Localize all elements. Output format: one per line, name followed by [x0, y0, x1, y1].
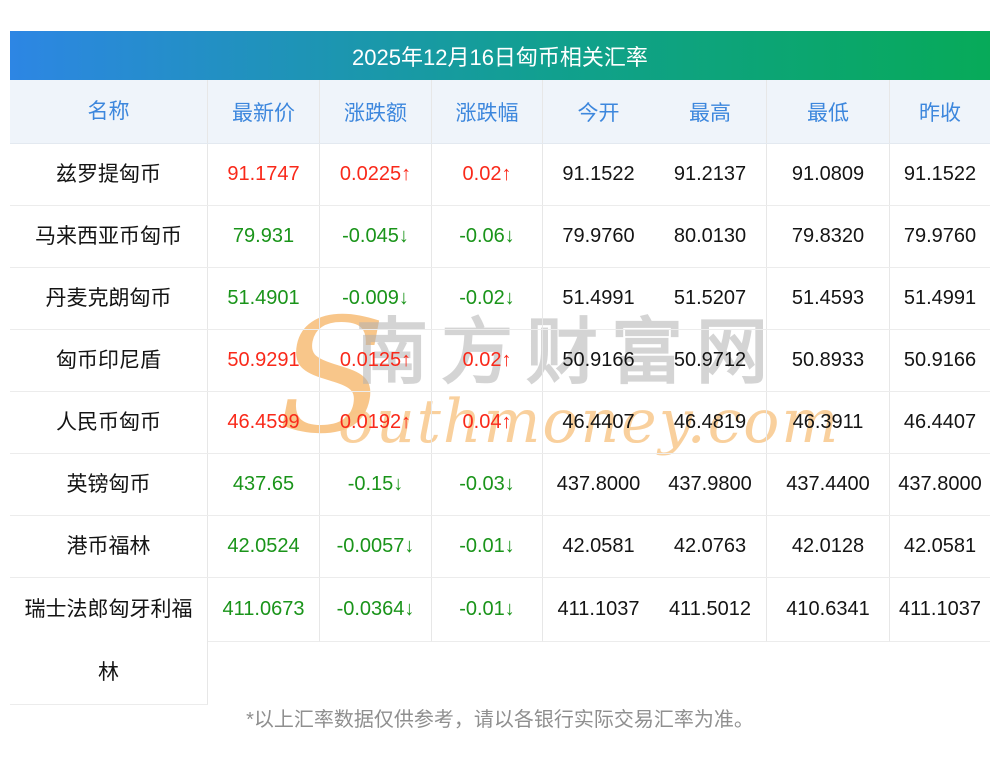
high-cell: 80.0130	[673, 225, 747, 247]
currency-name-cell: 马来西亚币匈币	[10, 206, 208, 267]
currency-name-cell: 英镑匈币	[10, 454, 208, 515]
low-cell: 50.8933	[766, 330, 889, 391]
last-price-cell: 437.65	[232, 473, 295, 495]
low-cell: 79.8320	[766, 206, 889, 267]
open-cell: 91.1522	[542, 144, 654, 205]
currency-name-cell: 兹罗提匈币	[10, 144, 208, 205]
high-cell: 42.0763	[673, 535, 747, 557]
change-amount-cell: 0.0225↑	[319, 144, 431, 205]
high-cell: 50.9712	[673, 349, 747, 371]
column-header-prev-close: 昨收	[889, 80, 990, 143]
open-cell: 51.4991	[542, 268, 654, 329]
open-cell: 46.4407	[542, 392, 654, 453]
last-price-cell: 42.0524	[227, 535, 300, 557]
change-amount-cell: -0.009↓	[319, 268, 431, 329]
prev-close-cell: 42.0581	[889, 516, 990, 577]
open-cell: 411.1037	[542, 578, 654, 642]
column-header-last-price: 最新价	[232, 101, 295, 125]
high-cell: 51.5207	[673, 287, 747, 309]
table-row: 匈币印尼盾 50.9291 0.0125↑ 0.02↑ 50.9166 50.9…	[10, 330, 990, 392]
change-percent-cell: 0.02↑	[431, 144, 542, 205]
table-row: 马来西亚币匈币 79.931 -0.045↓ -0.06↓ 79.9760 80…	[10, 206, 990, 268]
prev-close-cell: 411.1037	[889, 578, 990, 642]
table-row: 兹罗提匈币 91.1747 0.0225↑ 0.02↑ 91.1522 91.2…	[10, 144, 990, 206]
last-price-cell: 51.4901	[227, 287, 300, 309]
prev-close-cell: 91.1522	[889, 144, 990, 205]
change-percent-cell: -0.01↓	[431, 578, 542, 642]
column-header-low: 最低	[766, 80, 889, 143]
change-percent-cell: -0.01↓	[431, 516, 542, 577]
table-row: 丹麦克朗匈币 51.4901 -0.009↓ -0.02↓ 51.4991 51…	[10, 268, 990, 330]
table-row: 人民币匈币 46.4599 0.0192↑ 0.04↑ 46.4407 46.4…	[10, 392, 990, 454]
change-percent-cell: -0.06↓	[431, 206, 542, 267]
last-price-cell: 50.9291	[227, 349, 300, 371]
change-amount-cell: 0.0125↑	[319, 330, 431, 391]
column-header-change-amount: 涨跌额	[319, 80, 431, 143]
change-percent-cell: 0.02↑	[431, 330, 542, 391]
prev-close-cell: 51.4991	[889, 268, 990, 329]
low-cell: 51.4593	[766, 268, 889, 329]
last-price-cell: 411.0673	[208, 578, 319, 642]
exchange-rate-table: 2025年12月16日匈币相关汇率 名称 最新价 涨跌额 涨跌幅 今开 最高 最…	[10, 31, 990, 705]
high-cell: 437.9800	[668, 473, 752, 495]
prev-close-cell: 50.9166	[889, 330, 990, 391]
low-cell: 437.4400	[766, 454, 889, 515]
prev-close-cell: 46.4407	[889, 392, 990, 453]
open-cell: 437.8000	[542, 454, 654, 515]
change-amount-cell: -0.15↓	[319, 454, 431, 515]
column-header-change-percent: 涨跌幅	[431, 80, 542, 143]
table-header-row: 名称 最新价 涨跌额 涨跌幅 今开 最高 最低 昨收	[10, 80, 990, 144]
change-amount-cell: -0.0364↓	[319, 578, 431, 642]
open-cell: 50.9166	[542, 330, 654, 391]
change-amount-cell: -0.045↓	[319, 206, 431, 267]
low-cell: 91.0809	[766, 144, 889, 205]
currency-name-cell: 匈币印尼盾	[10, 330, 208, 391]
high-cell: 46.4819	[673, 411, 747, 433]
change-percent-cell: 0.04↑	[431, 392, 542, 453]
change-amount-cell: 0.0192↑	[319, 392, 431, 453]
prev-close-cell: 79.9760	[889, 206, 990, 267]
last-price-cell: 79.931	[232, 225, 295, 247]
change-percent-cell: -0.02↓	[431, 268, 542, 329]
page-title: 2025年12月16日匈币相关汇率	[352, 44, 648, 70]
low-cell: 46.3911	[766, 392, 889, 453]
prev-close-cell: 437.8000	[889, 454, 990, 515]
column-header-name: 名称	[10, 80, 208, 143]
currency-name-cell: 丹麦克朗匈币	[10, 268, 208, 329]
low-cell: 42.0128	[766, 516, 889, 577]
change-percent-cell: -0.03↓	[431, 454, 542, 515]
table-row: 瑞士法郎匈牙利福林 411.0673 -0.0364↓ -0.01↓ 411.1…	[10, 578, 990, 705]
column-header-open: 今开	[542, 80, 654, 143]
currency-name-cell: 港币福林	[10, 516, 208, 577]
last-price-cell: 91.1747	[227, 163, 300, 185]
column-header-high: 最高	[689, 101, 731, 125]
open-cell: 79.9760	[542, 206, 654, 267]
last-price-cell: 46.4599	[227, 411, 300, 433]
table-row: 英镑匈币 437.65 -0.15↓ -0.03↓ 437.8000 437.9…	[10, 454, 990, 516]
open-cell: 42.0581	[542, 516, 654, 577]
disclaimer-text: *以上汇率数据仅供参考，请以各银行实际交易汇率为准。	[246, 709, 754, 731]
table-row: 港币福林 42.0524 -0.0057↓ -0.01↓ 42.0581 42.…	[10, 516, 990, 578]
table-title-bar: 2025年12月16日匈币相关汇率	[10, 31, 990, 80]
low-cell: 410.6341	[766, 578, 889, 642]
change-amount-cell: -0.0057↓	[319, 516, 431, 577]
high-cell: 411.5012	[654, 578, 766, 642]
high-cell: 91.2137	[673, 163, 747, 185]
currency-name-cell: 瑞士法郎匈牙利福林	[10, 578, 208, 705]
currency-name-cell: 人民币匈币	[10, 392, 208, 453]
